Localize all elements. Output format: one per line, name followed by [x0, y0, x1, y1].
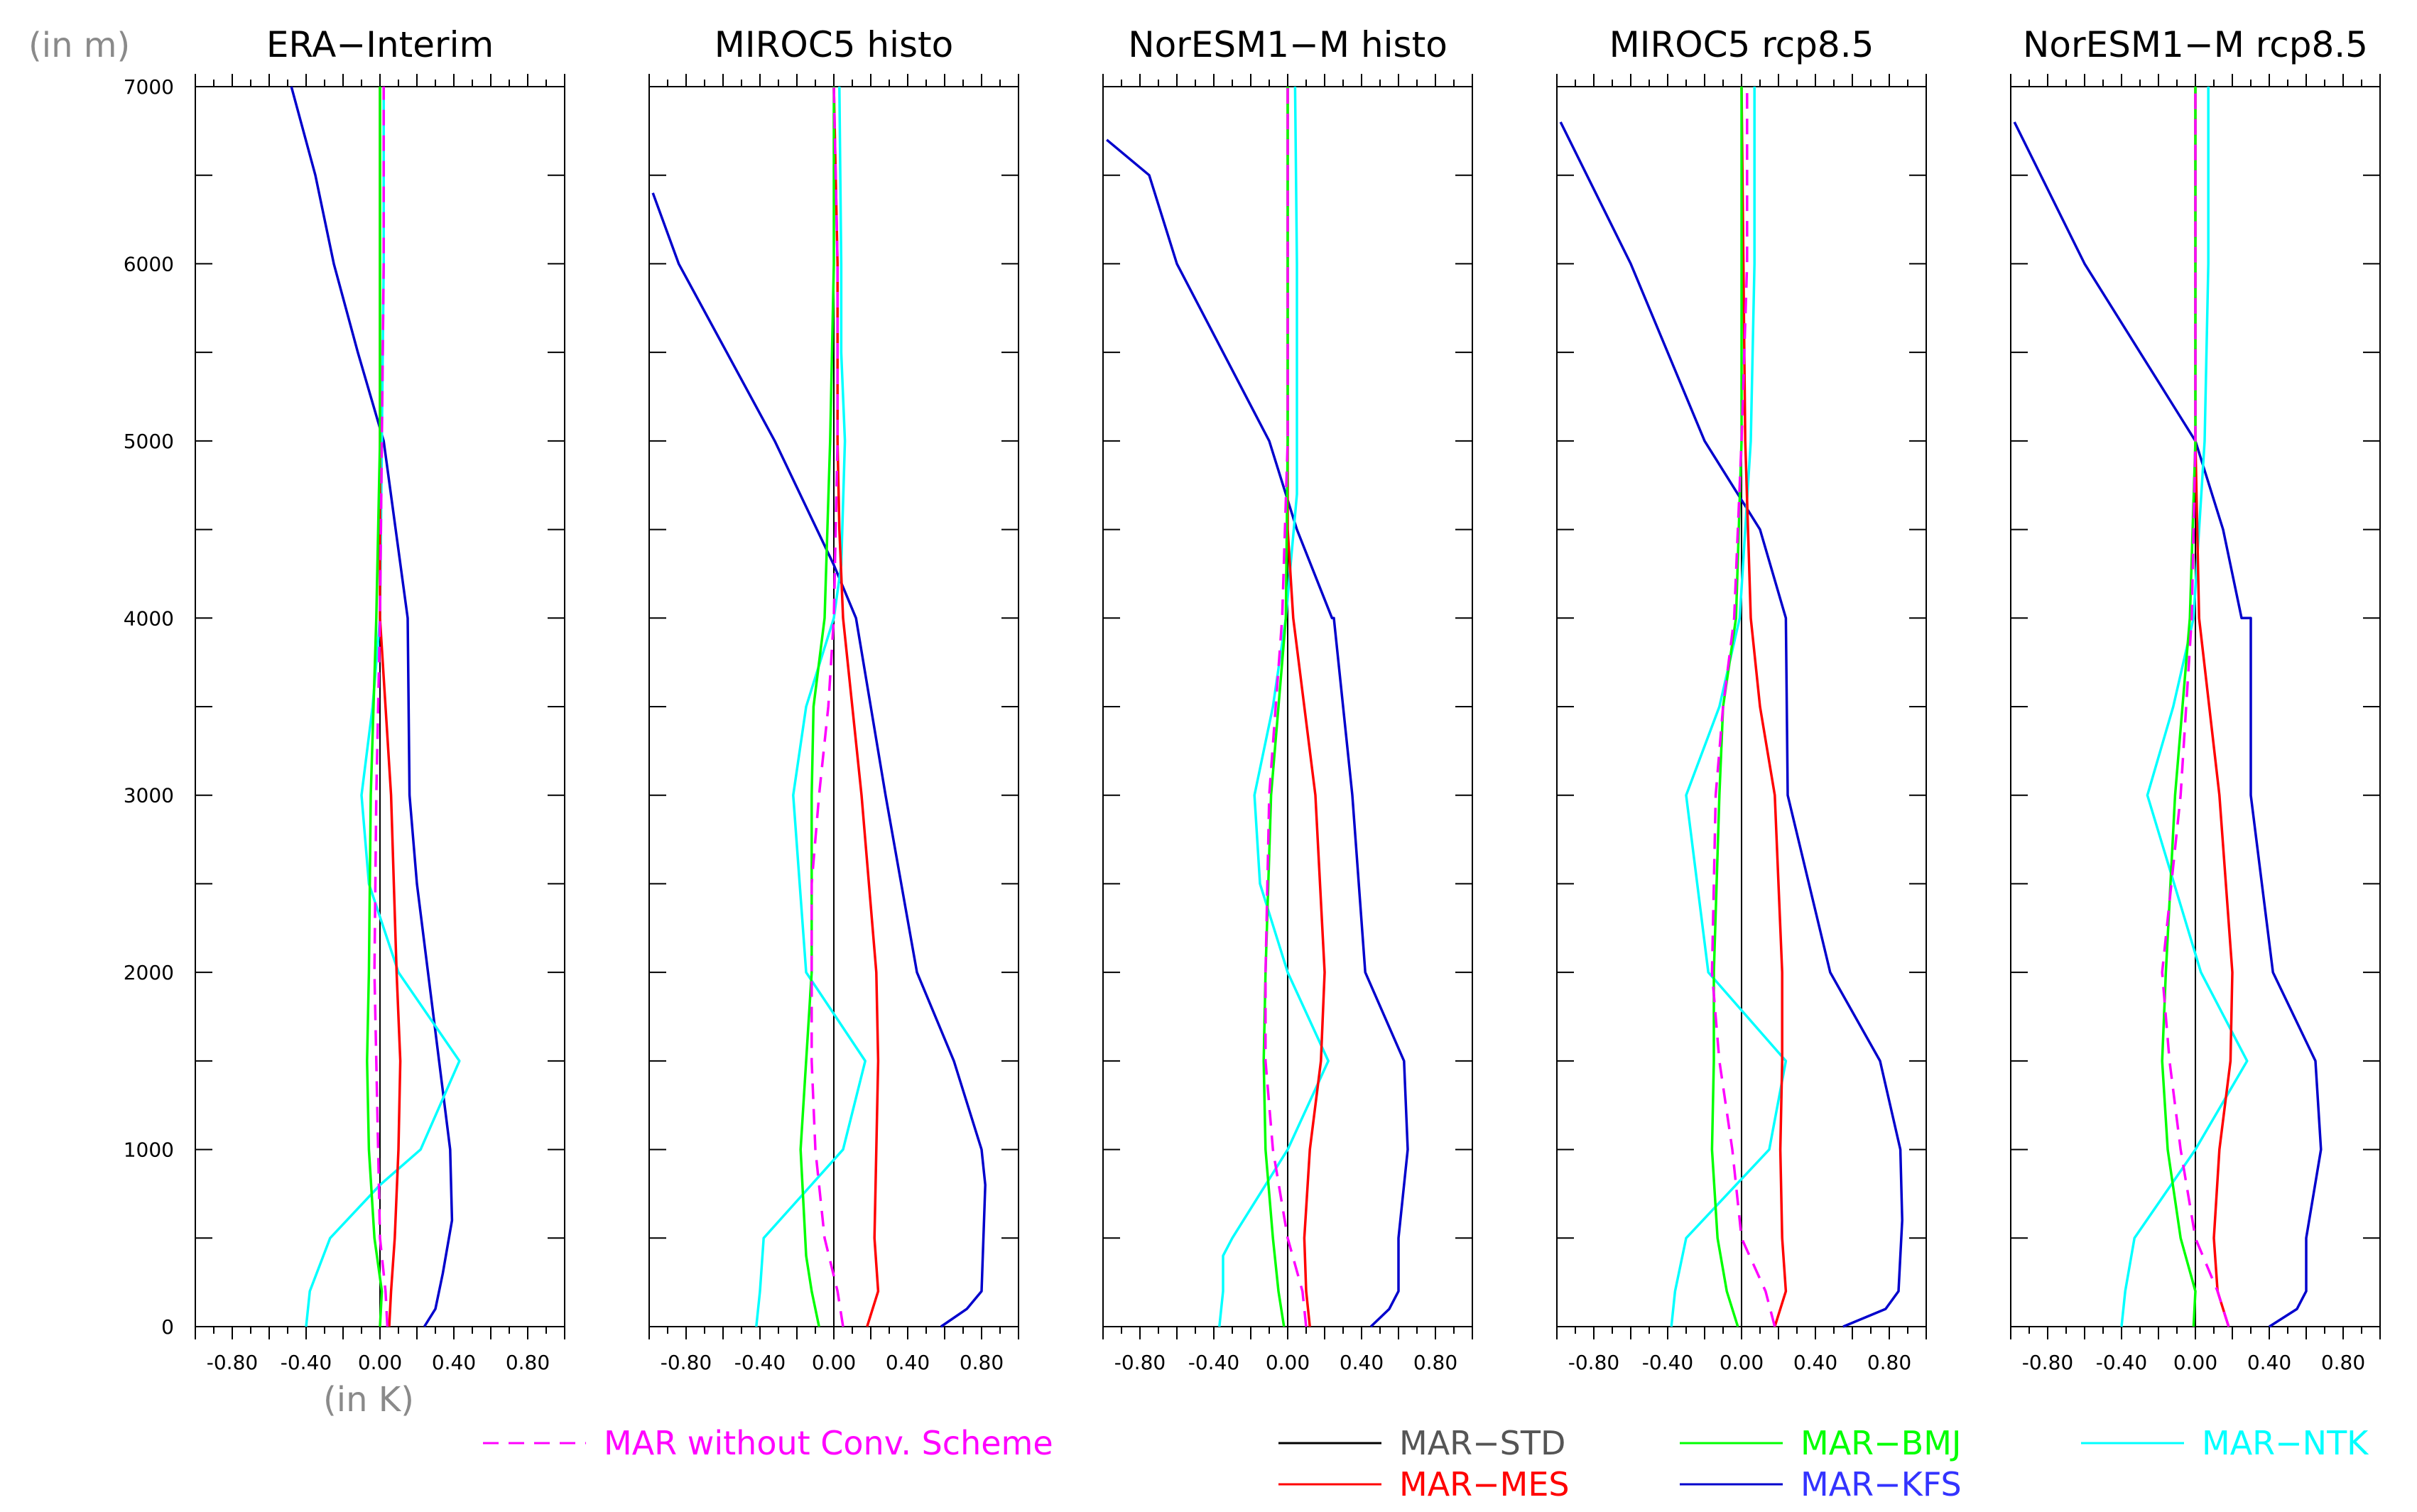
- series-line-kfs: [651, 192, 987, 1328]
- x-tick-label: 0.80: [506, 1351, 550, 1374]
- y-tick-label: 5000: [124, 430, 174, 453]
- series-line-mes: [1286, 87, 1326, 1327]
- series-line-nocv: [1264, 87, 1308, 1327]
- panel-title: MIROC5 rcp8.5: [1609, 24, 1874, 65]
- y-tick-label: 1000: [124, 1138, 174, 1162]
- series-line-kfs: [2013, 121, 2323, 1328]
- y-tick-label: 3000: [124, 784, 174, 807]
- x-tick-label: -0.40: [1188, 1351, 1239, 1374]
- x-tick-label: 0.80: [1867, 1351, 1911, 1374]
- series-line-kfs: [1559, 121, 1903, 1328]
- panel-1: ERA−Interim 0 1000 2000 3000 4000 5000 6000 7000…: [124, 24, 565, 1374]
- x-tick-label: -0.40: [1642, 1351, 1693, 1374]
- series-line-ntk: [1218, 86, 1330, 1327]
- panel-3: NorESM1−M histo -0.80 -0.40 0.00 0.40 0.80: [1102, 24, 1473, 1374]
- panel-title: NorESM1−M histo: [1128, 24, 1448, 65]
- panel-2: MIROC5 histo -0.80 -0.40 0.00 0.40 0.80: [648, 24, 1019, 1374]
- x-axis-unit-label: (in K): [323, 1380, 414, 1420]
- x-tick-label: 0.40: [1793, 1351, 1837, 1374]
- panel-title: NorESM1−M rcp8.5: [2023, 24, 2368, 65]
- x-tick-label: 0.80: [2321, 1351, 2365, 1374]
- panel-title: MIROC5 histo: [715, 24, 953, 65]
- x-tick-label: 0.40: [2247, 1351, 2291, 1374]
- y-axis-unit-label: (in m): [28, 26, 130, 65]
- legend-label-nocv: MAR without Conv. Scheme: [604, 1424, 1053, 1462]
- y-tick-label: 0: [161, 1315, 174, 1339]
- x-tick-label: 0.00: [1266, 1351, 1310, 1374]
- x-tick-label: 0.40: [886, 1351, 930, 1374]
- x-tick-label: 0.00: [1720, 1351, 1764, 1374]
- legend-label-ntk: MAR−NTK: [2202, 1424, 2369, 1462]
- series-line-ntk: [755, 86, 867, 1327]
- panel-4: MIROC5 rcp8.5 -0.80 -0.40 0.00 0.40 0.80: [1556, 24, 1927, 1374]
- x-tick-label: 0.80: [1413, 1351, 1457, 1374]
- y-tick-label: 4000: [124, 607, 174, 630]
- x-tick-label: 0.80: [960, 1351, 1004, 1374]
- x-tick-label: -0.40: [2096, 1351, 2147, 1374]
- legend-label-kfs: MAR−KFS: [1800, 1465, 1962, 1503]
- panels-group: ERA−Interim 0 1000 2000 3000 4000 5000 6000 7000…: [124, 24, 2381, 1374]
- series-line-ntk: [1670, 87, 1788, 1327]
- x-tick-label: -0.80: [1568, 1351, 1619, 1374]
- series-line-bmj: [366, 87, 384, 1327]
- x-tick-label: -0.80: [1114, 1351, 1166, 1374]
- series-line-kfs: [290, 86, 454, 1327]
- x-tick-label: -0.40: [281, 1351, 332, 1374]
- legend-label-bmj: MAR−BMJ: [1800, 1424, 1961, 1462]
- x-tick-label: 0.00: [812, 1351, 856, 1374]
- series-line-kfs: [1106, 138, 1409, 1328]
- series-line-bmj: [1710, 87, 1743, 1327]
- panel-title: ERA−Interim: [266, 24, 494, 65]
- x-tick-label: 0.00: [2173, 1351, 2217, 1374]
- x-tick-label: -0.80: [207, 1351, 258, 1374]
- y-tick-label: 7000: [124, 75, 174, 99]
- x-tick-label: 0.40: [1340, 1351, 1384, 1374]
- y-tick-label: 6000: [124, 252, 174, 276]
- x-tick-label: -0.80: [2022, 1351, 2073, 1374]
- series-line-nocv: [1710, 87, 1776, 1327]
- x-tick-label: -0.80: [661, 1351, 712, 1374]
- series-line-nocv: [2161, 87, 2230, 1327]
- panel-5: NorESM1−M rcp8.5 -0.80 -0.40 0.00 0.40 0.80: [2010, 24, 2381, 1374]
- legend-label-mes: MAR−MES: [1399, 1465, 1570, 1503]
- series-line-mes: [1740, 86, 1788, 1327]
- legend-label-std: MAR−STD: [1399, 1424, 1565, 1462]
- series-line-mes: [832, 86, 880, 1327]
- series-line-ntk: [2120, 87, 2249, 1327]
- x-tick-label: 0.40: [432, 1351, 476, 1374]
- series-line-nocv: [810, 86, 844, 1327]
- x-tick-label: 0.00: [358, 1351, 402, 1374]
- y-tick-label: 2000: [124, 961, 174, 984]
- x-tick-label: -0.40: [734, 1351, 786, 1374]
